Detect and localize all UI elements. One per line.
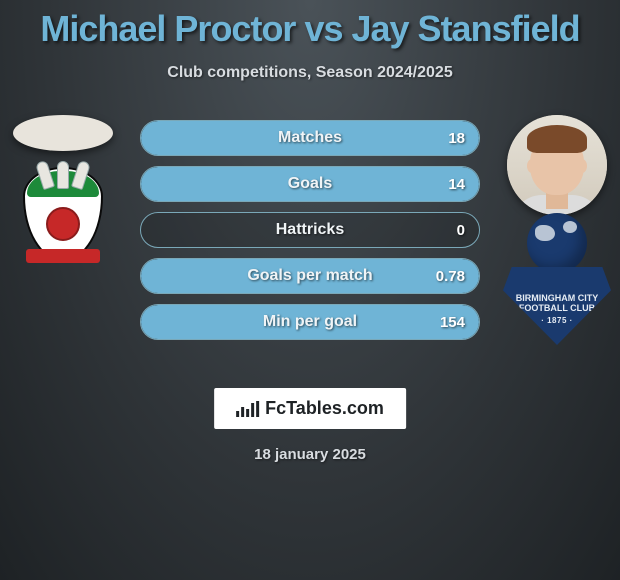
stat-label: Goals [141,167,479,201]
stat-value-right: 0 [457,213,465,247]
stat-row: Matches18 [140,120,480,156]
club-text-line1: BIRMINGHAM CITY [516,293,599,303]
stat-row: Min per goal154 [140,304,480,340]
page-title: Michael Proctor vs Jay Stansfield [0,0,620,50]
left-player-avatar [13,115,113,151]
stat-label: Goals per match [141,259,479,293]
stat-value-right: 0.78 [436,259,465,293]
club-year: · 1875 · [541,316,573,325]
stats-comparison-chart: Matches18 Goals14 Hattricks0 Goals per matc… [140,120,480,350]
chart-icon [236,401,259,417]
right-player-column: BIRMINGHAM CITY FOOTBALL CLUB · 1875 · [502,115,612,333]
stat-value-right: 14 [448,167,465,201]
left-player-column [8,115,118,269]
stat-label: Min per goal [141,305,479,339]
club-text-line2: FOOTBALL CLUB [519,303,595,313]
stat-value-right: 18 [448,121,465,155]
birmingham-badge-icon: BIRMINGHAM CITY FOOTBALL CLUB · 1875 · [507,213,607,343]
brand-text: FcTables.com [265,398,384,419]
stat-row: Goals per match0.78 [140,258,480,294]
right-player-avatar [507,115,607,215]
left-club-badge [13,159,113,269]
stat-row: Goals14 [140,166,480,202]
stat-value-right: 154 [440,305,465,339]
subtitle: Club competitions, Season 2024/2025 [0,64,620,82]
wrexham-badge-icon [13,159,113,269]
footer-date: 18 january 2025 [254,446,366,463]
stat-row: Hattricks0 [140,212,480,248]
right-club-badge: BIRMINGHAM CITY FOOTBALL CLUB · 1875 · [507,223,607,333]
stat-label: Hattricks [141,213,479,247]
stat-label: Matches [141,121,479,155]
brand-badge: FcTables.com [214,388,406,429]
